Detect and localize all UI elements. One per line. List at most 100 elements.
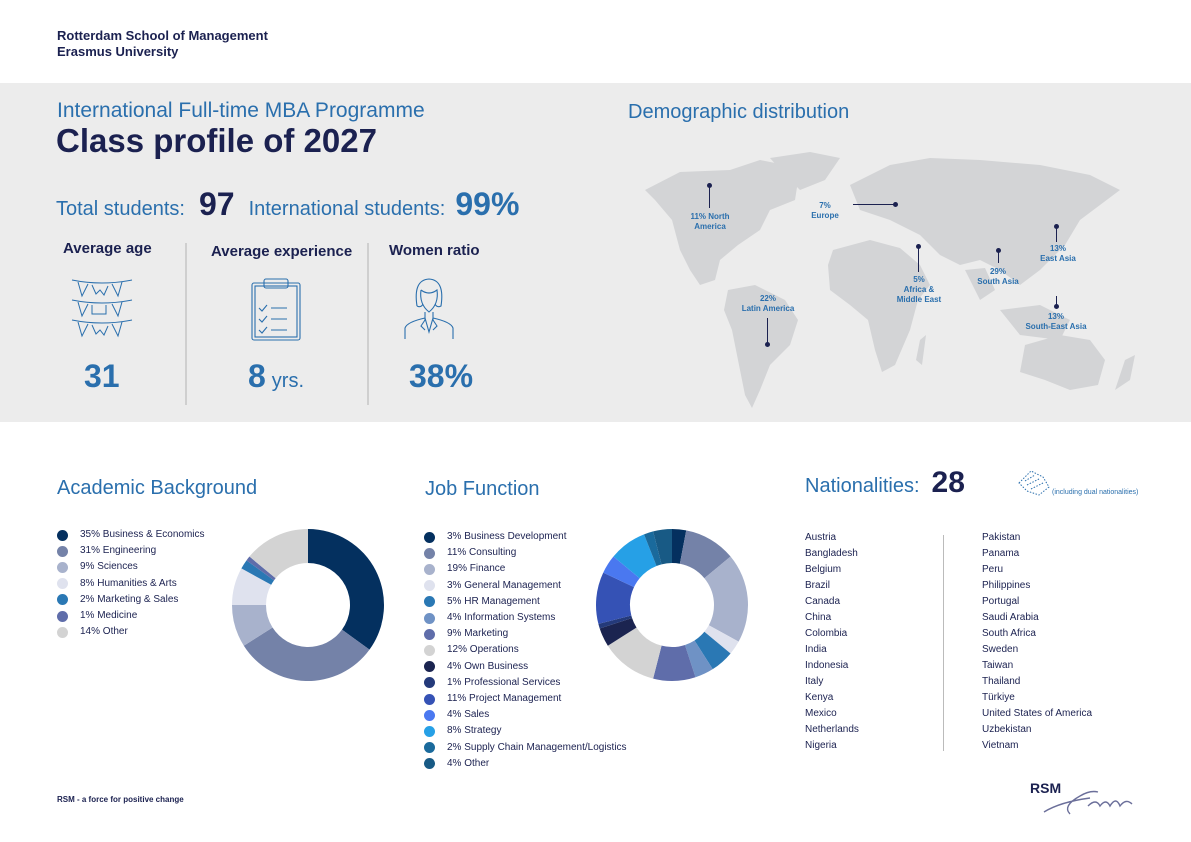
donut-slice-project-management: [596, 572, 634, 624]
nationality-item: Peru: [982, 564, 1004, 575]
legend-label: 35% Business & Economics: [80, 529, 205, 540]
legend-label: 3% General Management: [447, 579, 561, 591]
donut-slice-general-management: [704, 625, 739, 654]
region-south-asia: 29% South Asia: [977, 267, 1019, 286]
legend-swatch: [424, 726, 435, 738]
nationality-item: Kenya: [805, 692, 834, 703]
nationality-item: Brazil: [805, 580, 831, 591]
legend-swatch: [57, 545, 68, 557]
donut-slice-medicine: [246, 556, 276, 581]
pin-dot: [1054, 304, 1059, 309]
nationality-item: India: [805, 644, 827, 655]
nationalities-note: (including dual nationalities): [1052, 489, 1139, 496]
legend-swatch: [424, 758, 435, 770]
legend-label: 3% Business Development: [447, 531, 567, 542]
legend-swatch: [424, 742, 435, 754]
legend-swatch: [57, 578, 68, 590]
academic-donut-chart: [232, 529, 384, 681]
nationalities-header: Nationalities: 28: [805, 466, 965, 499]
donut-slice-operations: [607, 627, 662, 679]
donut-slice-humanities-arts: [232, 568, 272, 605]
legend-item: 4% Sales: [424, 707, 627, 723]
donut-slice-business-development: [672, 529, 687, 564]
kpi-label: Women ratio: [389, 242, 480, 259]
nationality-item: Philippines: [982, 580, 1031, 591]
legend-item: 9% Sciences: [57, 559, 205, 575]
legend-swatch: [424, 709, 435, 721]
nationality-item: Portugal: [982, 596, 1020, 607]
region-africa-middle-east: 5% Africa & Middle East: [896, 275, 942, 304]
nationality-item: Nigeria: [805, 740, 837, 751]
legend-swatch: [57, 562, 68, 573]
region-south-east-asia: 13% South-East Asia: [1025, 312, 1087, 331]
nationality-item: Sweden: [982, 644, 1019, 655]
legend-swatch: [424, 677, 435, 689]
kpi-value-women: 38%: [409, 358, 474, 394]
legend-label: 1% Professional Services: [447, 676, 561, 688]
legend-item: 3% Business Development: [424, 529, 627, 545]
nationality-item: Bangladesh: [805, 548, 858, 559]
kpi-label: Average age: [63, 240, 152, 257]
demographic-title: Demographic distribution: [628, 101, 850, 123]
nationality-item: South Africa: [982, 628, 1036, 639]
legend-label: 2% Marketing & Sales: [80, 593, 179, 605]
pin-dot: [1054, 224, 1059, 229]
nationality-item: Austria: [805, 532, 837, 543]
legend-item: 4% Own Business: [424, 659, 627, 675]
donut-slice-engineering: [243, 627, 370, 681]
legend-label: 31% Engineering: [80, 545, 157, 557]
donut-slice-own-business: [599, 617, 637, 646]
pin-dot: [707, 183, 712, 188]
donut-slice-other: [653, 529, 672, 565]
region-europe: 7% Europe: [811, 201, 839, 220]
page-title: Class profile of 2027: [56, 122, 377, 159]
legend-label: 12% Operations: [447, 644, 519, 656]
woman-icon: [404, 278, 454, 339]
nationality-item: China: [805, 612, 832, 623]
legend-item: 12% Operations: [424, 642, 627, 658]
legend-label: 9% Marketing: [447, 628, 509, 640]
legend-item: 1% Medicine: [57, 608, 205, 624]
legend-item: 4% Other: [424, 756, 627, 772]
job-function-title: Job Function: [425, 478, 540, 500]
legend-label: 4% Own Business: [447, 660, 529, 672]
academic-legend: 35% Business & Economics 31% Engineering 9…: [57, 527, 205, 640]
legend-swatch: [424, 661, 435, 673]
nationality-item: Italy: [805, 676, 824, 687]
donut-slice-marketing-sales: [241, 560, 275, 585]
legend-swatch: [424, 580, 435, 592]
student-stats: Total students: 97 International student…: [56, 186, 520, 222]
pin-dot: [893, 202, 898, 207]
pin-dot: [996, 248, 1001, 253]
legend-item: 11% Consulting: [424, 545, 627, 561]
donut-slice-other: [249, 529, 308, 579]
legend-item: 31% Engineering: [57, 543, 205, 559]
pin-line: [709, 184, 710, 208]
nationality-item: Mexico: [805, 708, 837, 719]
kpi-value-age: 31: [84, 358, 120, 394]
footer-tagline: RSM - a force for positive change: [57, 795, 184, 804]
legend-swatch: [424, 693, 435, 705]
legend-label: 4% Information Systems: [447, 612, 556, 624]
legend-item: 8% Strategy: [424, 723, 627, 739]
nationality-list-left: Austria Bangladesh Belgium Brazil Canada Chin…: [805, 530, 859, 754]
international-students: 99%: [455, 186, 520, 222]
nationality-item: Taiwan: [982, 660, 1014, 671]
legend-label: 8% Humanities & Arts: [80, 577, 177, 589]
nationality-list-right: Pakistan Panama Peru Philippines Portugal Sau…: [982, 530, 1092, 754]
legend-label: 2% Supply Chain Management/Logistics: [447, 741, 627, 753]
legend-swatch: [424, 645, 435, 657]
legend-label: 8% Strategy: [447, 725, 502, 737]
legend-swatch: [424, 531, 435, 543]
org-name: Rotterdam School of Management Erasmus U…: [57, 28, 268, 59]
nationalities-count: 28: [931, 466, 965, 499]
donut-slice-hr-management: [694, 631, 731, 670]
legend-swatch: [57, 626, 68, 638]
pin-line: [767, 318, 768, 344]
donut-slice-information-systems: [684, 640, 713, 678]
legend-item: 4% Information Systems: [424, 610, 627, 626]
flags-icon: [1018, 470, 1050, 496]
job-function-legend: 3% Business Development 11% Consulting 19%…: [424, 529, 627, 772]
legend-item: 19% Finance: [424, 561, 627, 577]
donut-slice-supply-chain-management-logistics: [644, 531, 662, 566]
